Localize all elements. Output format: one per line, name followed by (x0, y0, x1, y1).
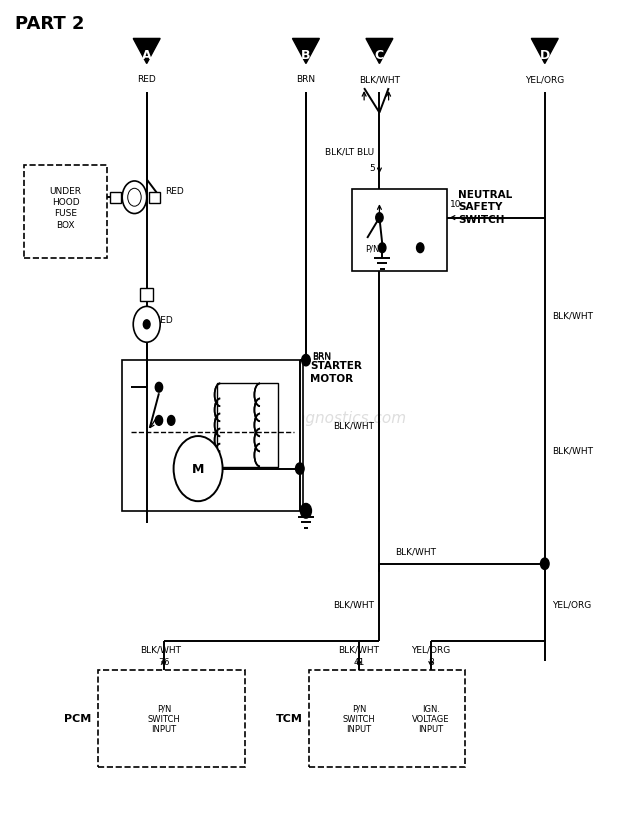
Text: P/N: P/N (365, 244, 379, 253)
Bar (122, 360, 303, 511)
Text: BLK/WHT: BLK/WHT (140, 645, 181, 654)
Text: BLK/WHT: BLK/WHT (339, 645, 379, 654)
Text: BRN: BRN (297, 75, 316, 84)
Text: easyautodiagnostics.com: easyautodiagnostics.com (212, 410, 406, 425)
Text: P/N
SWITCH
INPUT: P/N SWITCH INPUT (342, 704, 375, 734)
Circle shape (155, 416, 163, 426)
Bar (110, 192, 121, 204)
Text: BLK/WHT: BLK/WHT (552, 311, 593, 320)
Circle shape (379, 243, 386, 253)
Text: BRN: BRN (312, 351, 331, 360)
Text: BLK/WHT: BLK/WHT (552, 446, 593, 455)
Circle shape (128, 189, 141, 207)
Text: A: A (142, 49, 151, 62)
Bar (149, 192, 160, 204)
Text: NEUTRAL
SAFETY
SWITCH: NEUTRAL SAFETY SWITCH (458, 190, 512, 224)
Circle shape (541, 559, 549, 570)
Text: BLK/WHT: BLK/WHT (334, 600, 375, 609)
Bar (140, 289, 153, 302)
Circle shape (295, 464, 304, 475)
Circle shape (143, 320, 150, 329)
Polygon shape (292, 39, 320, 65)
Text: PART 2: PART 2 (15, 15, 85, 33)
Text: YEL/ORG: YEL/ORG (411, 645, 451, 654)
Text: YEL/ORG: YEL/ORG (525, 75, 564, 84)
Bar (309, 670, 465, 767)
Text: RED: RED (137, 75, 156, 84)
Text: D: D (540, 49, 550, 62)
Text: M: M (192, 463, 205, 476)
Text: YEL/ORG: YEL/ORG (552, 600, 591, 609)
Text: 5: 5 (369, 165, 375, 173)
Circle shape (155, 383, 163, 392)
Bar (217, 384, 278, 467)
Circle shape (417, 243, 424, 253)
Text: STARTER
MOTOR: STARTER MOTOR (310, 360, 362, 383)
Text: 41: 41 (353, 657, 365, 666)
Circle shape (376, 214, 383, 224)
Text: UNDER
HOOD
FUSE
BOX: UNDER HOOD FUSE BOX (49, 187, 82, 229)
Bar (352, 190, 447, 271)
Text: C: C (375, 49, 384, 62)
Text: BLK/WHT: BLK/WHT (395, 547, 436, 556)
Circle shape (122, 182, 146, 215)
Text: PCM: PCM (64, 713, 91, 724)
Text: BLK/LT BLU: BLK/LT BLU (326, 147, 375, 156)
Text: RED: RED (165, 187, 184, 196)
Text: BLK/WHT: BLK/WHT (334, 421, 375, 430)
Bar (24, 165, 107, 259)
Text: 8: 8 (428, 657, 434, 666)
Polygon shape (366, 39, 393, 65)
Polygon shape (531, 39, 558, 65)
Circle shape (133, 307, 160, 343)
Circle shape (302, 355, 310, 366)
Text: BRN: BRN (312, 352, 331, 361)
Circle shape (300, 504, 311, 518)
Text: IGN.
VOLTAGE
INPUT: IGN. VOLTAGE INPUT (412, 704, 449, 734)
Text: BLK/WHT: BLK/WHT (359, 75, 400, 84)
Circle shape (174, 437, 222, 501)
Circle shape (167, 416, 175, 426)
Polygon shape (133, 39, 160, 65)
Text: B: B (301, 49, 311, 62)
Text: 10: 10 (450, 200, 462, 209)
Text: RED: RED (154, 315, 173, 324)
Bar (98, 670, 245, 767)
Text: P/N
SWITCH
INPUT: P/N SWITCH INPUT (148, 704, 180, 734)
Text: 76: 76 (158, 657, 169, 666)
Text: TCM: TCM (276, 713, 303, 724)
